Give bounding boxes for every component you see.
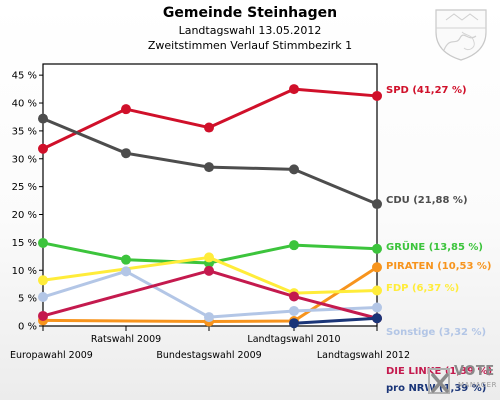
ballot-cross-icon <box>428 368 450 394</box>
data-point <box>204 265 214 276</box>
y-tick-label: 35 % <box>12 126 37 137</box>
data-point <box>289 318 299 329</box>
y-tick-label: 10 % <box>12 266 37 277</box>
y-tick-label: 20 % <box>12 210 37 221</box>
data-point <box>121 254 131 265</box>
data-point <box>38 113 48 124</box>
data-point <box>372 199 382 210</box>
series-sonstige: Sonstige (3,32 %) <box>38 266 486 338</box>
series-label: CDU (21,88 %) <box>386 195 468 206</box>
data-point <box>289 240 299 251</box>
series-label: SPD (41,27 %) <box>386 85 467 96</box>
y-tick-label: 45 % <box>12 71 37 82</box>
y-tick-label: 25 % <box>12 182 37 193</box>
data-point <box>204 162 214 173</box>
data-point <box>372 285 382 296</box>
logo-text-vote: VOTE <box>454 364 495 379</box>
series-label: DIE LINKE (1,39 %) <box>386 366 492 377</box>
series-spd: SPD (41,27 %) <box>38 84 467 154</box>
data-point <box>289 164 299 175</box>
y-tick-label: 15 % <box>12 238 37 249</box>
y-tick-label: 0 % <box>18 322 37 333</box>
series-label: GRÜNE (13,85 %) <box>386 239 483 253</box>
series-line <box>42 269 378 320</box>
data-point <box>204 252 214 263</box>
y-tick-label: 30 % <box>12 154 37 165</box>
data-point <box>372 243 382 254</box>
data-point <box>121 148 131 159</box>
x-tick-label: Europawahl 2009 <box>10 350 93 361</box>
data-point <box>289 305 299 316</box>
series-line <box>293 316 378 325</box>
data-point <box>38 143 48 154</box>
x-tick-label: Ratswahl 2009 <box>91 334 161 345</box>
data-point <box>38 310 48 321</box>
series-label: Sonstige (3,32 %) <box>386 327 486 338</box>
chart-title: Gemeinde Steinhagen <box>162 5 338 21</box>
data-point <box>372 313 382 324</box>
data-point <box>372 262 382 273</box>
data-point <box>121 266 131 277</box>
y-tick-label: 5 % <box>18 294 37 305</box>
logo-text-manager: MANAGER <box>458 381 497 389</box>
chart-subtitle-election: Landtagswahl 13.05.2012 <box>178 24 322 37</box>
data-point <box>204 122 214 133</box>
data-point <box>121 104 131 115</box>
x-tick-label: Landtagswahl 2010 <box>247 334 340 345</box>
series-label: PIRATEN (10,53 %) <box>386 261 492 272</box>
chart-subtitle-description: Zweitstimmen Verlauf Stimmbezirk 1 <box>147 39 353 52</box>
x-tick-label: Bundestagswahl 2009 <box>156 350 261 361</box>
data-point <box>38 275 48 286</box>
votemanager-logo: VOTE MANAGER <box>428 364 498 398</box>
coat-of-arms-icon <box>435 9 487 61</box>
data-point <box>38 237 48 248</box>
data-point <box>204 312 214 323</box>
y-tick-label: 40 % <box>12 99 37 110</box>
series-label: FDP (6,37 %) <box>386 283 459 294</box>
data-point <box>372 302 382 313</box>
series-cdu: CDU (21,88 %) <box>38 113 468 210</box>
data-point <box>289 291 299 302</box>
series-line <box>42 266 378 324</box>
plot-area <box>42 63 378 327</box>
data-point <box>38 292 48 303</box>
data-point <box>289 84 299 95</box>
data-point <box>372 90 382 101</box>
series-gr-ne: GRÜNE (13,85 %) <box>38 237 483 269</box>
x-tick-label: Landtagswahl 2012 <box>317 350 410 361</box>
